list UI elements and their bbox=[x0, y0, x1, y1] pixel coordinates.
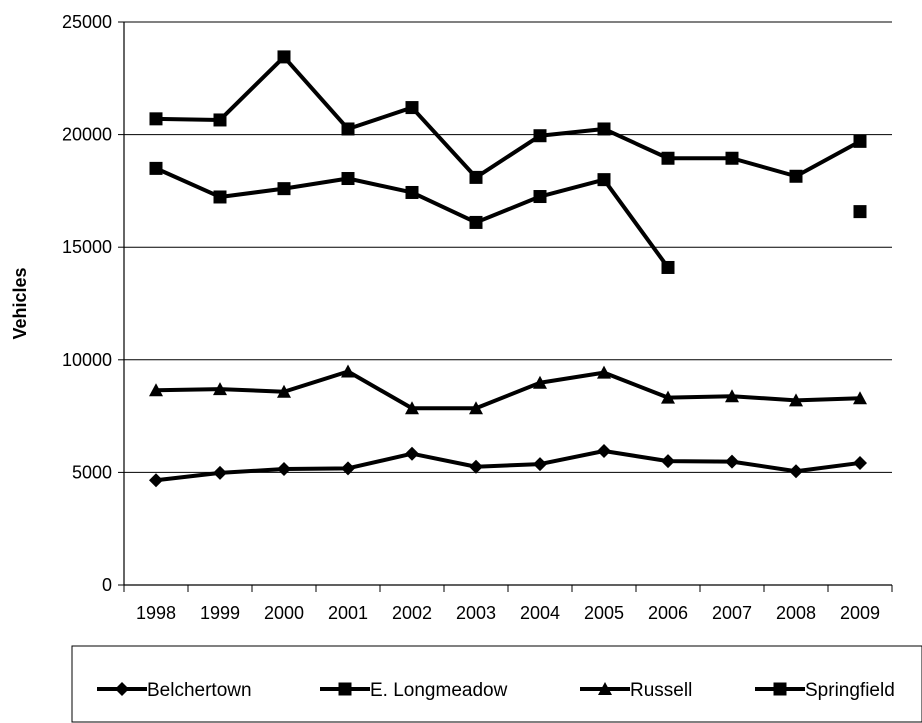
x-tick-label: 1999 bbox=[200, 603, 240, 623]
data-point bbox=[853, 391, 867, 405]
x-tick-label: 2009 bbox=[840, 603, 880, 623]
data-point bbox=[277, 50, 291, 64]
data-point bbox=[533, 190, 547, 204]
data-point bbox=[405, 401, 419, 415]
data-point bbox=[533, 375, 547, 389]
x-tick-label: 2007 bbox=[712, 603, 752, 623]
data-point bbox=[149, 112, 163, 126]
data-point bbox=[469, 215, 483, 229]
legend bbox=[71, 645, 922, 723]
legend-marker bbox=[598, 682, 612, 695]
x-tick-label: 2006 bbox=[648, 603, 688, 623]
legend-label: Russell bbox=[630, 680, 692, 701]
data-point bbox=[597, 444, 611, 459]
x-tick-label: 1998 bbox=[136, 603, 176, 623]
y-axis-label: Vehicles bbox=[10, 267, 30, 339]
y-tick-labels: 0 5000 10000 15000 20000 25000 bbox=[62, 12, 112, 595]
data-point bbox=[341, 172, 355, 186]
data-point bbox=[469, 170, 483, 184]
data-point bbox=[725, 151, 739, 165]
data-point bbox=[277, 462, 291, 477]
x-tick-label: 2001 bbox=[328, 603, 368, 623]
data-point bbox=[341, 461, 355, 476]
legend-entry: E. Longmeadow bbox=[320, 680, 508, 701]
series-lines bbox=[149, 50, 867, 488]
data-point bbox=[853, 455, 867, 470]
series-line bbox=[155, 166, 670, 269]
data-point bbox=[469, 459, 483, 474]
data-point bbox=[725, 389, 739, 403]
data-point bbox=[213, 113, 227, 127]
data-point bbox=[789, 393, 803, 407]
x-tick-label: 2008 bbox=[776, 603, 816, 623]
data-point bbox=[213, 190, 227, 204]
legend-entries: Belchertown E. Longmeadow Russell Springfie… bbox=[97, 680, 895, 701]
legend-label: Springfield bbox=[805, 680, 895, 701]
series-e-longmeadow bbox=[149, 50, 867, 184]
data-point bbox=[213, 382, 227, 396]
data-point bbox=[661, 454, 675, 469]
data-point bbox=[149, 161, 163, 175]
x-tick-label: 2004 bbox=[520, 603, 560, 623]
data-point bbox=[149, 383, 163, 397]
x-tick-label: 2003 bbox=[456, 603, 496, 623]
series-belchertown bbox=[149, 444, 867, 488]
data-point bbox=[533, 457, 547, 472]
y-tick-label: 10000 bbox=[62, 350, 112, 370]
data-point bbox=[341, 122, 355, 136]
legend-label: E. Longmeadow bbox=[370, 680, 508, 701]
legend-marker bbox=[338, 682, 352, 696]
axes bbox=[118, 21, 893, 592]
legend-entry: Springfield bbox=[755, 680, 895, 701]
series-line bbox=[155, 369, 861, 411]
series-springfield bbox=[149, 161, 867, 274]
legend-entry: Russell bbox=[580, 680, 692, 701]
x-tick-labels: 1998 1999 2000 2001 2002 2003 2004 2005 2006 2007… bbox=[136, 603, 880, 623]
y-tick-label: 20000 bbox=[62, 125, 112, 145]
data-point bbox=[853, 134, 867, 148]
legend-entry: Belchertown bbox=[97, 680, 252, 701]
data-point bbox=[277, 182, 291, 196]
y-tick-label: 0 bbox=[102, 575, 112, 595]
series-russell bbox=[149, 364, 867, 415]
data-point bbox=[789, 169, 803, 183]
data-point bbox=[405, 446, 419, 461]
x-tick-label: 2002 bbox=[392, 603, 432, 623]
x-tick-label: 2005 bbox=[584, 603, 624, 623]
y-tick-label: 25000 bbox=[62, 12, 112, 32]
data-point bbox=[533, 129, 547, 143]
data-point bbox=[149, 473, 163, 488]
data-point bbox=[277, 384, 291, 398]
series-line bbox=[155, 449, 861, 483]
legend-marker bbox=[773, 682, 787, 696]
data-point bbox=[405, 101, 419, 115]
legend-marker bbox=[115, 682, 129, 696]
series-line bbox=[155, 54, 861, 180]
data-point bbox=[661, 151, 675, 165]
data-point bbox=[597, 173, 611, 187]
y-tick-label: 5000 bbox=[72, 462, 112, 482]
data-point bbox=[597, 122, 611, 136]
data-point bbox=[725, 454, 739, 469]
data-point bbox=[853, 205, 867, 219]
data-point bbox=[661, 390, 675, 404]
gridlines bbox=[124, 21, 892, 473]
x-tick-label: 2000 bbox=[264, 603, 304, 623]
data-point bbox=[597, 365, 611, 379]
data-point bbox=[213, 465, 227, 480]
data-point bbox=[789, 464, 803, 479]
y-tick-label: 15000 bbox=[62, 237, 112, 257]
legend-label: Belchertown bbox=[147, 680, 252, 701]
data-point bbox=[405, 185, 419, 199]
data-point bbox=[661, 260, 675, 274]
data-point bbox=[469, 401, 483, 415]
data-point bbox=[341, 364, 355, 378]
